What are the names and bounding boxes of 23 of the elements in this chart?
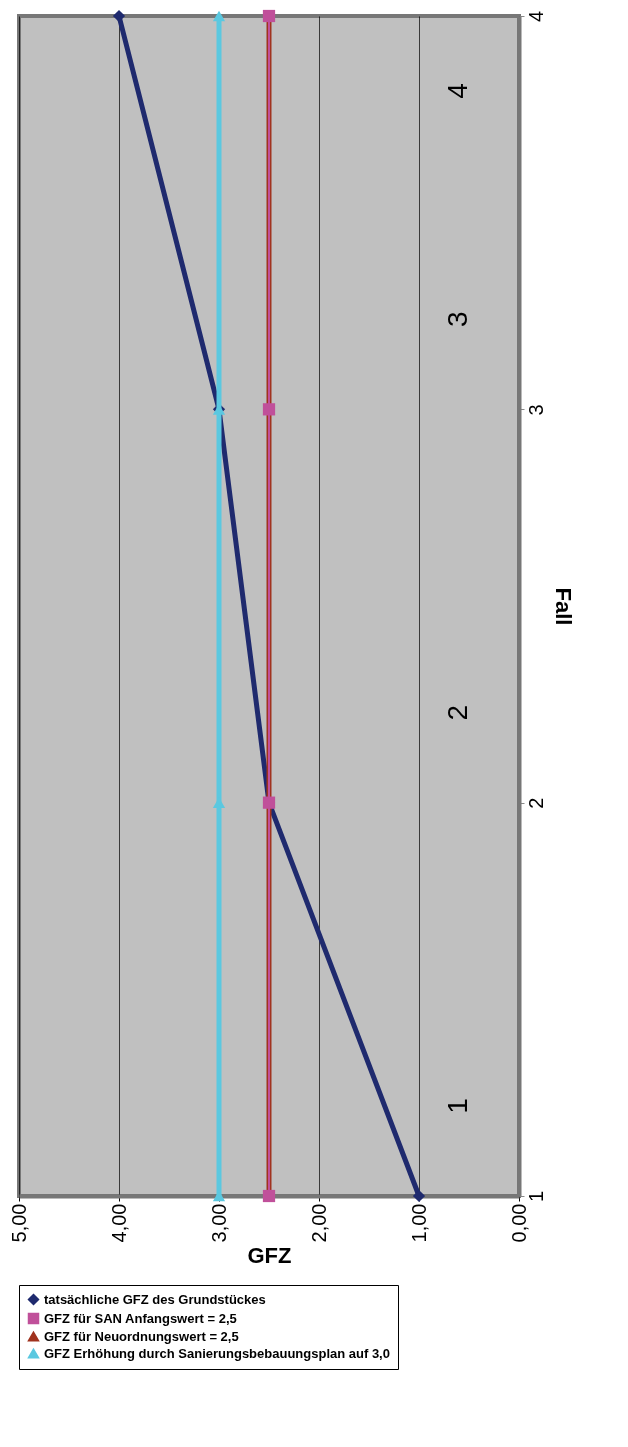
legend-label: GFZ für SAN Anfangswert = 2,5 (44, 1310, 237, 1326)
annotation: 4 (442, 83, 473, 99)
legend-label: GFZ für Neuordnungswert = 2,5 (44, 1328, 239, 1344)
x-tick-label: 2,00 (307, 1203, 330, 1243)
annotation: 1 (442, 1098, 473, 1114)
x-tick-label: 4,00 (107, 1203, 130, 1243)
point (212, 10, 226, 22)
y-tick-label: 3 (524, 404, 547, 416)
y-axis-title: Fall (550, 587, 576, 626)
legend-label: GFZ Erhöhung durch Sanierungsbebauungsplan auf 3,0 (44, 1345, 390, 1361)
x-tick-label: 1,00 (407, 1203, 430, 1243)
annotation: 2 (442, 704, 473, 721)
x-tick-label: 0,00 (507, 1203, 530, 1243)
x-tick-label: 3,00 (207, 1203, 230, 1243)
point (112, 9, 126, 23)
annotation: 3 (442, 311, 473, 328)
y-tick-label: 2 (524, 797, 547, 809)
y-tick-label: 4 (524, 10, 547, 23)
y-tick-label: 1 (524, 1190, 547, 1203)
legend-label: tatsächliche GFZ des Grundstückes (44, 1291, 266, 1307)
x-tick-label: 5,00 (7, 1203, 30, 1243)
x-axis-title: GFZ (247, 1243, 292, 1269)
point (412, 1189, 426, 1203)
